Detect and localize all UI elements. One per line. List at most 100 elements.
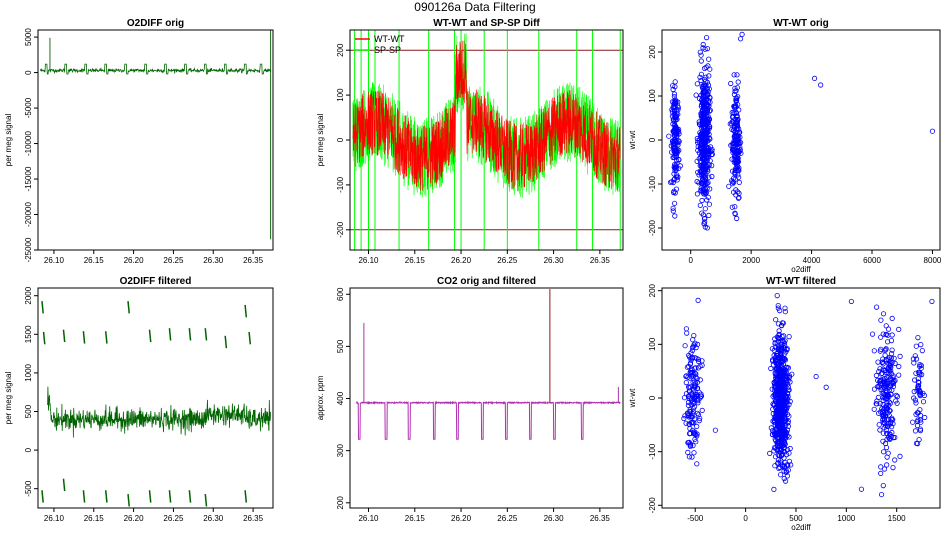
point [782,413,788,419]
point [690,337,696,343]
point [696,156,702,162]
point [706,135,712,141]
point [886,402,892,408]
point [673,117,679,123]
legend-label-1: SP-SP [374,45,401,55]
segment-20 [188,490,192,503]
point [776,465,782,471]
point [890,373,896,379]
point [689,347,696,353]
point [782,305,788,311]
point [670,189,677,196]
segment-9 [204,328,208,341]
x-tick-label: 500 [789,514,803,523]
plot-frame [661,287,941,509]
point [913,440,920,446]
y-tick-label: -500 [24,480,33,497]
point [878,464,884,470]
point [772,378,779,385]
point [703,34,710,41]
segment-12 [248,331,252,345]
point-outlier [848,298,854,305]
point [884,339,891,345]
y-tick-label: -200 [648,497,657,514]
plot-area [681,292,935,498]
point-outlier [929,298,935,305]
point [771,414,778,420]
point [890,464,896,471]
x-tick-label: 26.15 [84,514,105,523]
y-axis-label: wt-wt [628,388,637,408]
point [777,413,783,419]
point [737,129,743,135]
point [883,369,889,375]
y-tick-label: 400 [336,391,345,405]
point [695,297,701,303]
point [670,179,676,186]
point [695,147,701,153]
point [871,406,877,412]
point [672,150,678,156]
point [786,458,793,464]
point [773,438,779,444]
point [775,302,781,309]
x-axis-label: o2diff [791,265,811,274]
y-axis-label: per meg signal [4,114,13,167]
x-tick-label: 26.15 [84,256,105,265]
point [778,409,784,415]
point [778,453,785,459]
point [875,394,882,400]
point [889,417,895,423]
point [878,385,884,391]
point [686,454,693,460]
point [733,88,739,94]
point [704,126,710,132]
point [704,106,711,112]
y-tick-label: 600 [336,287,345,301]
point [775,305,781,311]
point [698,168,704,175]
point [912,428,919,434]
point [694,81,700,87]
point [732,129,738,135]
point [694,191,701,197]
point [892,360,898,367]
point [686,430,693,437]
x-tick-label: 26.10 [358,256,379,265]
point [672,79,678,85]
point [915,334,921,341]
point [777,460,784,466]
point [890,434,896,441]
point [767,450,773,456]
point [733,160,739,166]
point [769,431,776,438]
point [683,373,690,379]
segment-13 [41,490,44,503]
segment-1 [42,331,46,345]
point [734,85,740,91]
y-axis-label: per meg signal [4,372,13,425]
point [736,126,742,132]
point [876,378,883,385]
point [674,160,680,166]
point [683,326,690,332]
point [917,407,923,413]
point [784,364,790,370]
segment-19 [168,490,172,503]
point [883,383,889,390]
point [672,213,678,219]
y-tick-label: 100 [648,337,657,351]
y-tick-label: 0 [336,137,345,142]
point [735,172,741,178]
point [693,371,699,377]
point [884,407,890,413]
segment-16 [104,490,108,503]
y-tick-label: 100 [336,88,345,102]
point [880,407,886,413]
point [777,472,784,478]
point [778,344,785,350]
point [691,450,697,456]
point [726,183,732,189]
point [707,186,713,192]
